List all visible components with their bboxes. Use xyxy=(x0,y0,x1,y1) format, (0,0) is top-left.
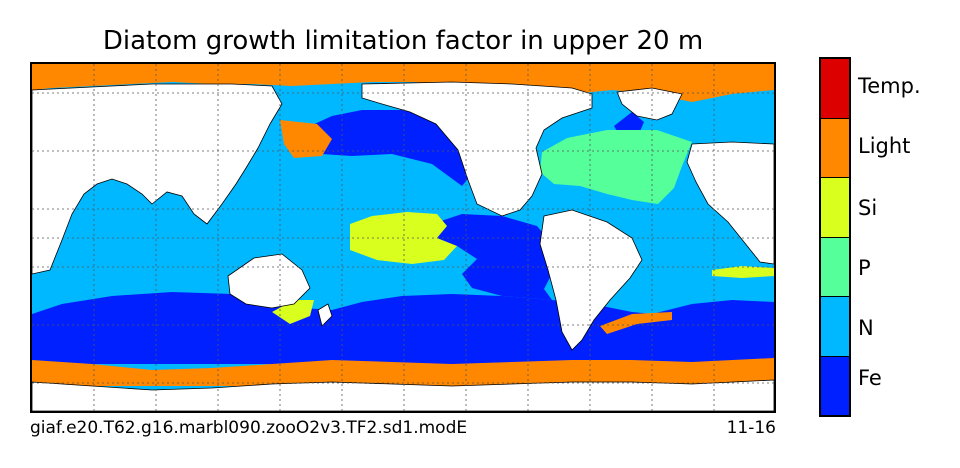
global-ocean-map xyxy=(30,62,776,413)
colorbar-segment-si xyxy=(821,178,849,238)
landmass-antarctica xyxy=(32,379,774,411)
colorbar-segment-n xyxy=(821,297,849,357)
landmass-greenland xyxy=(616,87,683,121)
landmass-north-america xyxy=(361,81,593,217)
region-light-south-atlantic xyxy=(600,312,672,334)
colorbar-segment-temp xyxy=(821,59,849,119)
colorbar-segment-p xyxy=(821,237,849,297)
region-si-australia xyxy=(272,300,314,324)
colorbar-labels: Temp. Light Si P N Fe xyxy=(858,57,958,417)
region-fe-north-pacific xyxy=(307,110,472,186)
colorbar xyxy=(819,57,851,417)
landmass-south-america xyxy=(539,209,643,351)
landmass-new-zealand xyxy=(317,303,333,327)
map-canvas xyxy=(32,64,774,411)
region-light-antarctic xyxy=(32,358,774,386)
colorbar-label-fe: Fe xyxy=(858,366,882,390)
colorbar-segment-fe xyxy=(821,356,849,415)
region-fe-eastern-pacific xyxy=(432,214,557,300)
run-name-caption: giaf.e20.T62.g16.marbl090.zooO2v3.TF2.sd… xyxy=(30,418,468,438)
figure-title: Diatom growth limitation factor in upper… xyxy=(102,26,704,56)
colorbar-label-si: Si xyxy=(858,196,878,220)
map-gridlines xyxy=(32,64,774,411)
colorbar-segment-light xyxy=(821,118,849,178)
landmass-eurasia-africa xyxy=(32,83,283,275)
time-period-caption: 11-16 xyxy=(726,418,776,438)
landmass-australia xyxy=(227,253,311,309)
region-light-arctic xyxy=(32,64,774,102)
colorbar-label-light: Light xyxy=(858,134,911,158)
colorbar-label-n: N xyxy=(858,316,874,340)
region-si-south-atlantic xyxy=(712,266,774,278)
region-light-nw-pacific xyxy=(280,120,332,158)
region-p-north-atlantic xyxy=(540,130,692,204)
landmass-africa-east xyxy=(686,141,774,265)
colorbar-label-p: P xyxy=(858,256,871,280)
colorbar-label-temp: Temp. xyxy=(858,74,921,98)
